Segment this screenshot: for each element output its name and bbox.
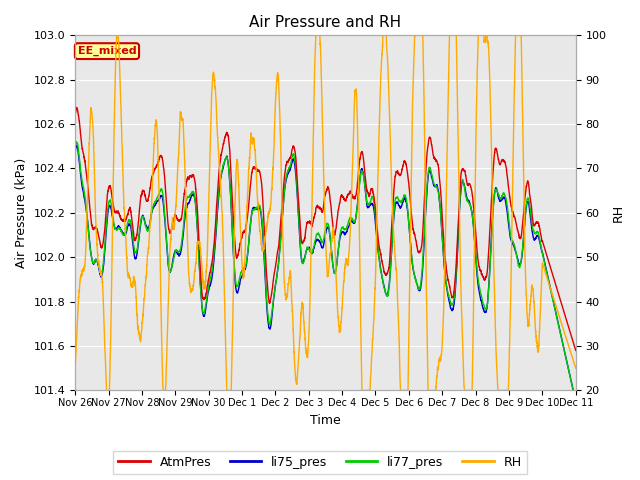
RH	[397, 387, 404, 393]
AtmPres	[372, 207, 380, 213]
AtmPres	[483, 272, 491, 278]
li77_pres	[372, 214, 380, 220]
Y-axis label: Air Pressure (kPa): Air Pressure (kPa)	[15, 158, 28, 268]
Line: li77_pres: li77_pres	[75, 142, 576, 401]
X-axis label: Time: Time	[310, 414, 341, 427]
li77_pres	[163, 232, 170, 238]
Line: AtmPres: AtmPres	[75, 108, 576, 350]
li75_pres	[73, 143, 81, 148]
RH	[572, 365, 580, 371]
li75_pres	[572, 398, 580, 404]
li75_pres	[163, 235, 170, 240]
Line: li75_pres: li75_pres	[75, 145, 576, 401]
Line: RH: RH	[75, 36, 576, 390]
RH	[71, 363, 79, 369]
li75_pres	[372, 220, 380, 226]
Y-axis label: RH: RH	[612, 204, 625, 222]
li75_pres	[483, 306, 491, 312]
AtmPres	[262, 271, 270, 277]
AtmPres	[445, 280, 452, 286]
Title: Air Pressure and RH: Air Pressure and RH	[250, 15, 401, 30]
li75_pres	[397, 204, 404, 210]
li77_pres	[72, 139, 80, 145]
RH	[483, 34, 491, 40]
Legend: AtmPres, li75_pres, li77_pres, RH: AtmPres, li75_pres, li77_pres, RH	[113, 451, 527, 474]
AtmPres	[71, 112, 79, 118]
li77_pres	[397, 199, 404, 205]
li75_pres	[71, 150, 79, 156]
RH	[102, 387, 110, 393]
li77_pres	[572, 398, 580, 404]
AtmPres	[73, 105, 81, 110]
RH	[372, 272, 380, 278]
li77_pres	[483, 304, 491, 310]
li77_pres	[71, 145, 79, 151]
RH	[445, 61, 452, 67]
RH	[263, 223, 271, 228]
AtmPres	[397, 172, 404, 178]
li75_pres	[445, 297, 452, 302]
Text: EE_mixed: EE_mixed	[77, 46, 136, 56]
RH	[163, 367, 170, 373]
RH	[113, 33, 120, 38]
AtmPres	[163, 196, 170, 202]
li75_pres	[262, 299, 270, 305]
AtmPres	[572, 348, 580, 353]
li77_pres	[445, 293, 452, 299]
li77_pres	[262, 294, 270, 300]
